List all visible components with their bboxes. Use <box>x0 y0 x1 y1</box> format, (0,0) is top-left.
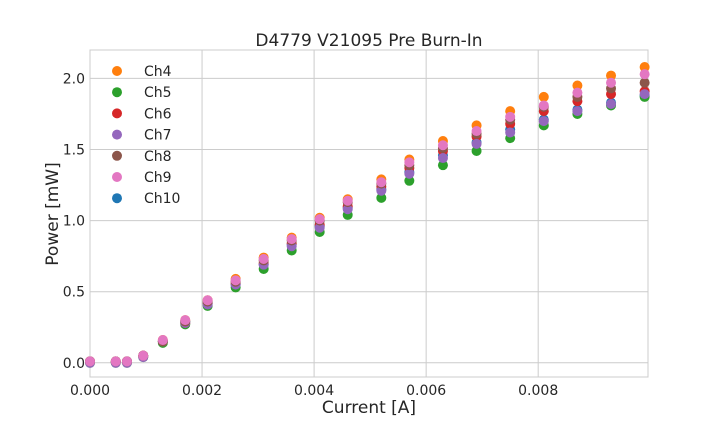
legend-marker <box>112 150 122 161</box>
x-tick-label: 0.002 <box>182 383 222 399</box>
data-point <box>505 127 516 138</box>
data-point <box>376 177 387 188</box>
y-tick-label: 1.5 <box>63 143 85 159</box>
data-point <box>180 315 191 326</box>
data-point <box>572 80 583 91</box>
legend-label: Ch8 <box>144 149 172 165</box>
y-tick-label: 2.0 <box>63 71 85 87</box>
data-point <box>538 91 549 102</box>
legend: Ch4 Ch5 Ch6 Ch7 Ch8 Ch9 Ch10 <box>112 64 180 207</box>
data-point <box>538 100 549 111</box>
legend-label: Ch10 <box>144 191 180 207</box>
data-point <box>572 87 583 98</box>
x-tick-label: 0.000 <box>70 383 110 399</box>
legend-label: Ch7 <box>144 128 172 144</box>
data-point <box>85 356 95 367</box>
data-point <box>110 356 121 367</box>
legend-label: Ch5 <box>144 85 172 101</box>
data-point <box>376 185 387 196</box>
legend-label: Ch6 <box>144 106 172 122</box>
legend-marker <box>112 87 122 98</box>
legend-marker <box>112 129 122 140</box>
grid <box>89 50 648 377</box>
data-point <box>437 160 448 171</box>
legend-label: Ch9 <box>144 170 172 186</box>
data-point <box>606 99 617 110</box>
data-point <box>314 222 325 233</box>
data-point <box>572 106 583 117</box>
y-axis-label: Power [mW] <box>43 162 63 265</box>
data-point <box>471 126 482 137</box>
series-ch9 <box>85 69 650 367</box>
data-point <box>606 70 617 81</box>
data-point <box>437 153 448 164</box>
data-point <box>258 253 269 264</box>
x-tick-label: 0.004 <box>294 383 334 399</box>
data-point <box>505 111 516 122</box>
y-tick-label: 1.0 <box>63 214 85 230</box>
data-point <box>471 138 482 149</box>
data-point <box>121 356 132 367</box>
data-point <box>639 77 650 88</box>
data-point <box>606 77 617 88</box>
y-tick-label: 0.0 <box>63 356 85 372</box>
legend-marker <box>112 108 122 119</box>
data-point <box>404 168 415 179</box>
data-point <box>404 175 415 186</box>
data-point <box>138 350 149 361</box>
data-point <box>230 275 241 286</box>
data-point <box>342 204 353 215</box>
data-point <box>314 214 325 225</box>
data-point <box>286 234 297 245</box>
data-point <box>404 157 415 168</box>
x-tick-labels: 0.000 0.002 0.004 0.006 0.008 <box>70 383 558 399</box>
x-tick-label: 0.006 <box>406 383 446 399</box>
y-tick-labels: 0.0 0.5 1.0 1.5 2.0 <box>63 71 85 371</box>
data-points <box>85 62 650 368</box>
legend-label: Ch4 <box>144 64 172 80</box>
x-axis-label: Current [A] <box>322 398 416 418</box>
y-tick-label: 0.5 <box>63 285 85 301</box>
legend-marker <box>112 193 122 204</box>
plot-frame <box>89 49 649 378</box>
data-point <box>437 140 448 151</box>
data-point <box>639 89 650 100</box>
data-point <box>639 69 650 80</box>
data-point <box>202 295 213 306</box>
legend-marker <box>112 172 122 182</box>
data-point <box>376 192 387 203</box>
x-tick-label: 0.008 <box>518 383 558 399</box>
data-point <box>342 195 353 206</box>
chart-title: D4779 V21095 Pre Burn-In <box>255 31 482 51</box>
data-point <box>639 62 650 73</box>
data-point <box>471 145 482 156</box>
legend-marker <box>112 66 122 76</box>
data-point <box>538 116 549 127</box>
data-point <box>157 335 168 346</box>
